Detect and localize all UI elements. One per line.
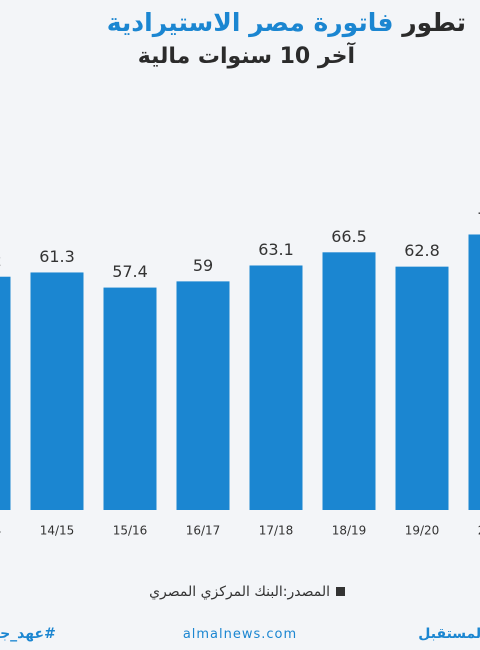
bar (103, 287, 157, 510)
x-tick-label: 13/14 (0, 524, 1, 538)
value-label: 66.5 (331, 227, 367, 246)
slogan: المستقبل (418, 626, 480, 642)
value-label: 71.1 (477, 209, 480, 228)
bar (322, 252, 376, 510)
hashtag: #عهد_جد (0, 626, 56, 642)
bar (30, 272, 84, 510)
x-tick-label: 15/16 (113, 524, 148, 538)
title-highlight: فاتورة مصر الاستيرادية (106, 8, 394, 37)
value-label: 60.2 (0, 251, 2, 270)
website: almalnews.com (182, 627, 298, 642)
title-prefix: تطور (402, 8, 466, 37)
chart-title: تطور فاتورة مصر الاستيرادية (107, 8, 466, 37)
bar (395, 266, 449, 510)
value-label: 59 (193, 256, 213, 275)
x-tick-label: 16/17 (186, 524, 221, 538)
x-tick-label: 19/20 (405, 524, 440, 538)
x-tick-label: 20/21 (478, 524, 480, 538)
subtitle: آخر 10 سنوات مالية (137, 44, 355, 69)
bar (468, 234, 480, 511)
bar (249, 265, 303, 510)
bar (0, 276, 11, 510)
value-label: 57.4 (112, 262, 148, 281)
x-tick-label: 14/15 (40, 524, 75, 538)
value-label: 62.8 (404, 241, 440, 260)
x-tick-label: 17/18 (259, 524, 294, 538)
source: المصدر:البنك المركزي المصري (149, 584, 345, 600)
value-label: 63.1 (258, 240, 294, 259)
bar (176, 281, 230, 510)
x-tick-label: 18/19 (332, 524, 367, 538)
value-label: 61.3 (39, 247, 75, 266)
